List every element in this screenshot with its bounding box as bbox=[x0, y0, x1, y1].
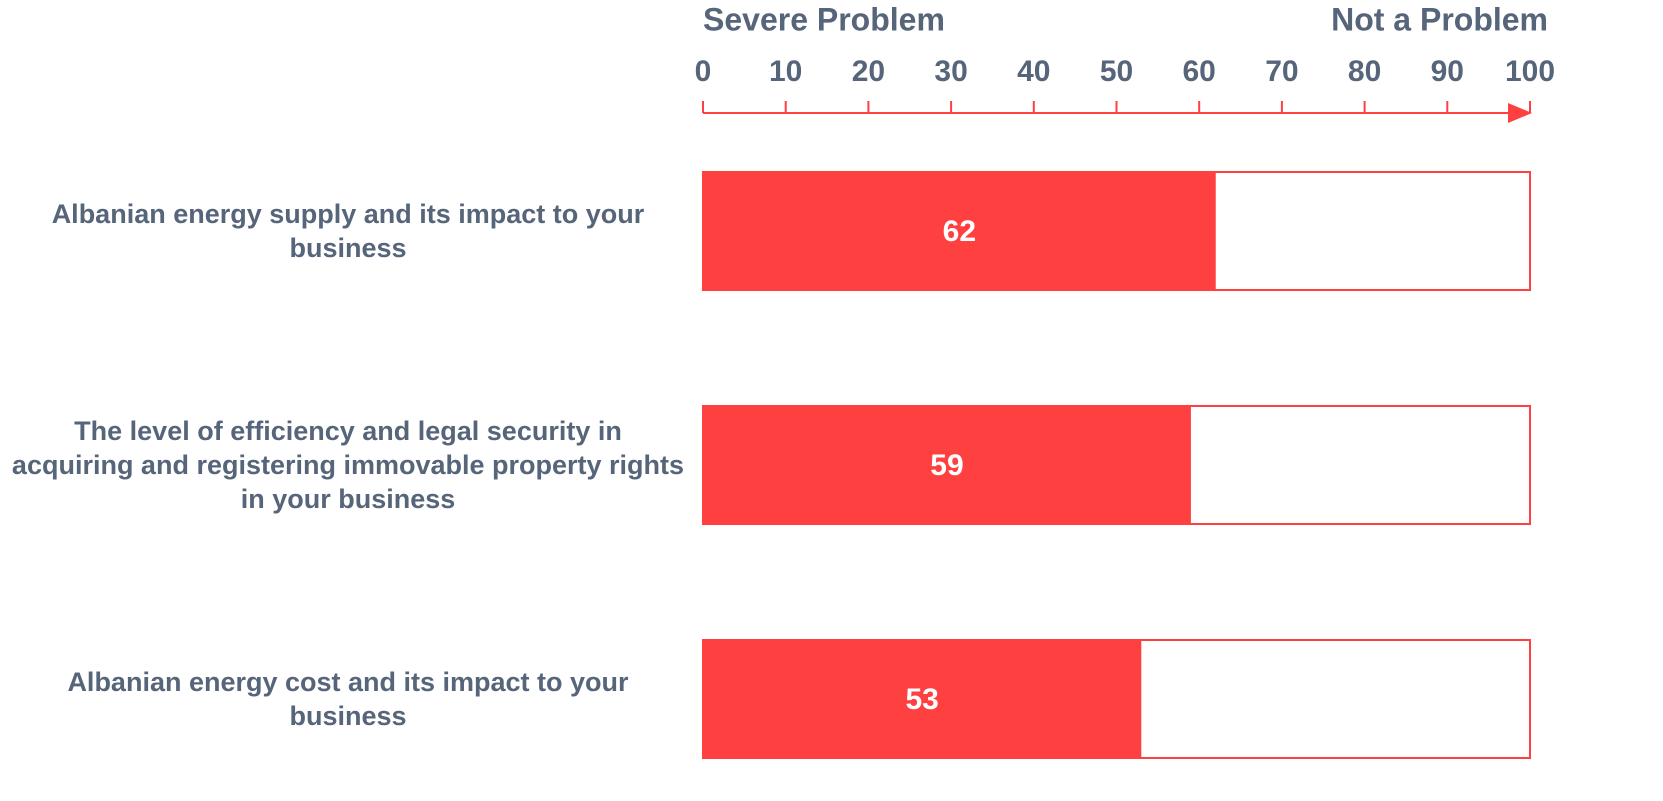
right-annotation: Not a Problem bbox=[1331, 1, 1548, 37]
x-tick-label: 0 bbox=[695, 55, 712, 88]
bar bbox=[703, 406, 1191, 524]
bar bbox=[703, 640, 1142, 758]
x-tick-label: 70 bbox=[1265, 55, 1298, 88]
x-tick-label: 40 bbox=[1017, 55, 1050, 88]
value-label: 62 bbox=[943, 215, 976, 248]
x-tick-label: 20 bbox=[852, 55, 885, 88]
value-label: 53 bbox=[905, 683, 938, 716]
category-label: The level of efficiency and legal securi… bbox=[11, 416, 685, 514]
category-label: Albanian energy cost and its impact to y… bbox=[67, 667, 629, 731]
x-tick-label: 90 bbox=[1431, 55, 1464, 88]
category-label: Albanian energy supply and its impact to… bbox=[51, 199, 645, 263]
x-tick-label: 10 bbox=[769, 55, 802, 88]
x-tick-label: 80 bbox=[1348, 55, 1381, 88]
left-annotation: Severe Problem bbox=[703, 1, 945, 37]
x-tick-label: 30 bbox=[934, 55, 967, 88]
bar bbox=[703, 172, 1216, 290]
value-label: 59 bbox=[930, 449, 963, 482]
x-tick-label: 50 bbox=[1100, 55, 1133, 88]
x-tick-label: 60 bbox=[1183, 55, 1216, 88]
axis-arrow bbox=[1508, 103, 1532, 123]
x-tick-label: 100 bbox=[1505, 55, 1555, 88]
